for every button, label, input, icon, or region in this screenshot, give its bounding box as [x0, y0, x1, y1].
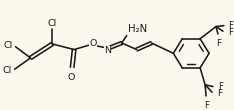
- Text: F: F: [218, 82, 223, 91]
- Text: F: F: [216, 39, 222, 48]
- Text: Cl: Cl: [3, 41, 13, 50]
- Text: F: F: [228, 21, 233, 30]
- Text: Cl: Cl: [2, 66, 12, 75]
- Text: F: F: [217, 89, 222, 98]
- Text: N: N: [104, 46, 111, 55]
- Text: F: F: [205, 101, 210, 110]
- Text: F: F: [228, 28, 233, 37]
- Text: H₂N: H₂N: [128, 24, 147, 34]
- Text: O: O: [67, 73, 75, 82]
- Text: O: O: [89, 38, 97, 48]
- Text: Cl: Cl: [48, 19, 57, 28]
